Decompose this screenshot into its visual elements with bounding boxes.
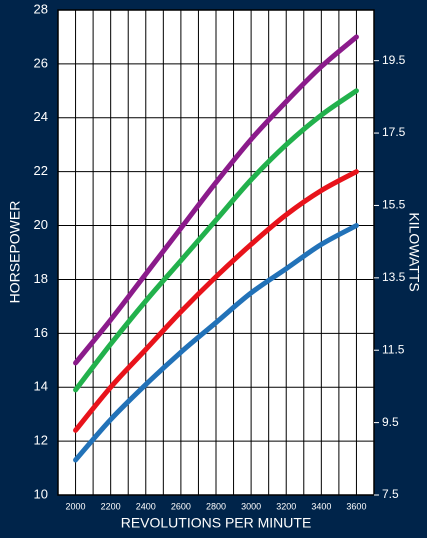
y-axis-label: HORSEPOWER <box>7 201 23 304</box>
y-tick-label: 26 <box>34 55 48 70</box>
y2-tick-label: 17.5 <box>382 125 406 139</box>
grid <box>57 9 375 496</box>
x-tick-label: 3200 <box>276 501 296 511</box>
y-tick-label: 20 <box>34 217 48 232</box>
tick-labels: 10 12 14 16 18 20 22 24 26 28 7.5 9.5 11.5 13.5 15.5 17… <box>34 1 406 511</box>
y-tick-label: 16 <box>34 325 48 340</box>
y2-tick-label: 7.5 <box>382 487 399 501</box>
y-tick-label: 28 <box>34 1 48 16</box>
series-line <box>73 88 359 393</box>
y-tick-label: 14 <box>34 379 48 394</box>
x-tick-label: 2800 <box>206 501 226 511</box>
y-tick-label: 22 <box>34 163 48 178</box>
y2-tick-label: 15.5 <box>382 198 406 212</box>
y2-tick-label: 19.5 <box>382 53 406 67</box>
series-line <box>73 34 359 366</box>
x-tick-label: 2600 <box>171 501 191 511</box>
y2-axis-label: KILOWATTS <box>406 212 422 291</box>
x-tick-label: 2000 <box>66 501 86 511</box>
x-tick-label: 3600 <box>346 501 366 511</box>
x-tick-label: 2200 <box>101 501 121 511</box>
series-group <box>73 34 359 463</box>
y-tick-label: 24 <box>34 109 48 124</box>
plot-border <box>57 9 375 496</box>
y-tick-label: 18 <box>34 271 48 286</box>
x-axis-label: REVOLUTIONS PER MINUTE <box>121 515 312 531</box>
x-tick-label: 2400 <box>136 501 156 511</box>
y-tick-label: 12 <box>34 433 48 448</box>
x-tick-label: 3000 <box>241 501 261 511</box>
x-tick-label: 3400 <box>311 501 331 511</box>
y2-tick-label: 11.5 <box>382 342 405 356</box>
y2-tick-label: 9.5 <box>382 415 399 429</box>
y2-tick-label: 13.5 <box>382 270 406 284</box>
series-line <box>73 169 359 433</box>
y-tick-label: 10 <box>34 486 48 501</box>
series-line <box>73 223 359 463</box>
